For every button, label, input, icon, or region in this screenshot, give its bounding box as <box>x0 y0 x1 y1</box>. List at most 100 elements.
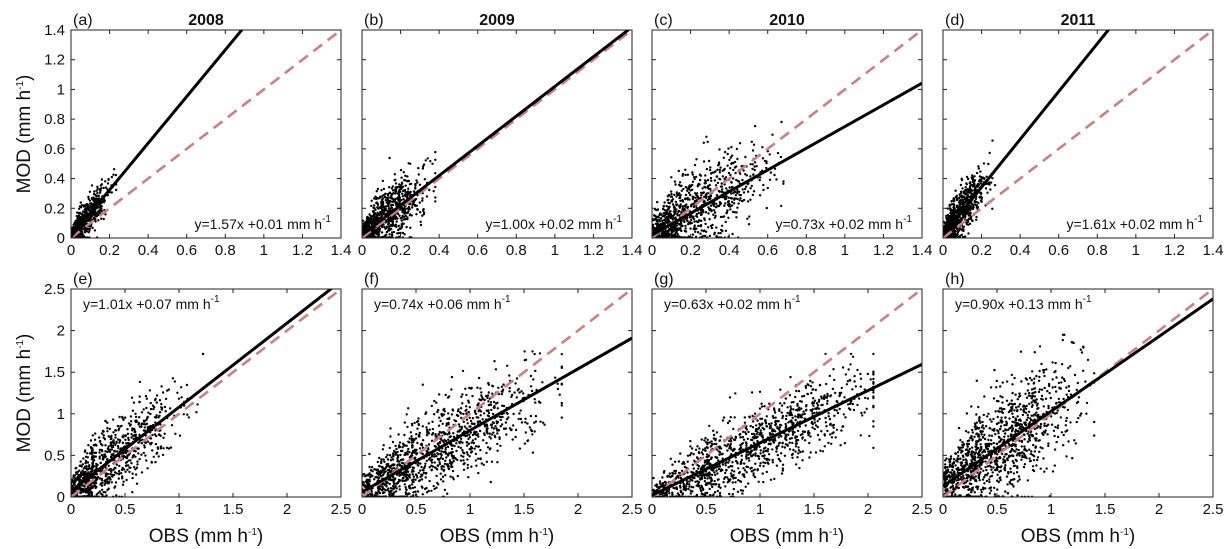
data-point <box>110 481 114 484</box>
data-point <box>668 214 671 217</box>
data-point <box>88 217 92 221</box>
data-point <box>692 205 696 209</box>
data-point <box>434 196 437 199</box>
data-point <box>160 406 163 409</box>
data-point <box>81 463 85 466</box>
data-point <box>529 374 533 378</box>
data-point <box>134 473 138 476</box>
data-point <box>652 218 655 221</box>
data-point <box>106 427 109 430</box>
data-point <box>178 434 182 437</box>
data-point <box>88 190 92 193</box>
data-point <box>151 433 154 437</box>
data-point <box>686 196 689 200</box>
data-point <box>394 223 397 226</box>
data-point <box>144 394 148 398</box>
data-point <box>670 216 673 220</box>
data-point <box>697 219 701 222</box>
data-point <box>108 427 112 431</box>
data-point <box>478 408 481 411</box>
data-point <box>665 204 668 208</box>
data-point <box>142 423 146 426</box>
data-point <box>480 462 483 465</box>
data-point <box>185 383 189 387</box>
y-tick-label: 0 <box>57 230 65 247</box>
data-point <box>112 173 115 176</box>
y-tick-label: 2.5 <box>44 281 65 298</box>
data-point <box>386 198 389 201</box>
data-point <box>79 460 82 463</box>
data-point <box>707 226 710 229</box>
data-point <box>415 433 418 436</box>
data-point <box>972 181 975 184</box>
data-point <box>392 217 395 220</box>
data-point <box>677 222 680 225</box>
data-point <box>719 185 723 188</box>
data-point <box>687 221 690 224</box>
data-point <box>523 359 526 362</box>
data-point <box>656 200 659 204</box>
data-point <box>406 217 409 221</box>
data-point <box>370 204 373 208</box>
data-point <box>114 443 117 446</box>
data-point <box>130 436 133 439</box>
data-point <box>730 200 734 204</box>
data-point <box>415 213 418 216</box>
data-point <box>391 200 394 203</box>
data-point <box>110 441 113 444</box>
data-point <box>92 213 95 216</box>
data-point <box>978 178 982 181</box>
data-point <box>129 459 132 462</box>
data-point <box>740 165 743 168</box>
data-point <box>140 471 144 474</box>
data-point <box>159 434 162 437</box>
data-point <box>186 413 189 416</box>
data-point <box>412 190 416 193</box>
data-point <box>161 391 165 394</box>
data-point <box>163 432 166 435</box>
data-point <box>126 428 129 431</box>
data-point <box>99 461 102 465</box>
data-point <box>160 408 163 411</box>
data-point <box>737 202 740 205</box>
y-tick-label: 0.5 <box>44 447 65 464</box>
data-point <box>529 385 533 388</box>
data-point <box>699 224 702 227</box>
data-point <box>412 200 416 203</box>
data-point <box>740 199 744 203</box>
data-point <box>406 216 409 219</box>
data-point <box>429 160 432 163</box>
data-point <box>396 192 399 195</box>
x-tick-label: 0 <box>648 242 656 259</box>
data-point <box>751 167 754 171</box>
data-point <box>397 185 401 189</box>
data-point <box>104 419 107 423</box>
data-point <box>968 217 971 220</box>
data-point <box>423 178 426 181</box>
data-point <box>72 476 75 479</box>
data-point <box>380 225 384 229</box>
data-point <box>765 161 768 165</box>
regression-equation: y=1.00x +0.02 mm h-1 <box>485 214 622 232</box>
data-point <box>691 188 694 191</box>
data-point <box>715 226 718 229</box>
data-point <box>425 434 429 437</box>
data-point <box>154 416 158 419</box>
data-point <box>155 394 159 397</box>
data-point <box>131 427 134 430</box>
data-point <box>142 408 145 411</box>
data-point <box>679 184 682 188</box>
data-point <box>414 184 417 187</box>
data-point <box>737 180 741 183</box>
data-point <box>132 434 135 438</box>
x-tick-label: 1.4 <box>331 242 352 259</box>
data-point <box>699 232 702 235</box>
data-point <box>128 470 131 474</box>
data-point <box>961 198 964 202</box>
data-point <box>88 208 91 212</box>
data-point <box>700 194 703 197</box>
data-point <box>145 459 148 462</box>
data-point <box>753 124 757 128</box>
data-point <box>782 180 785 183</box>
